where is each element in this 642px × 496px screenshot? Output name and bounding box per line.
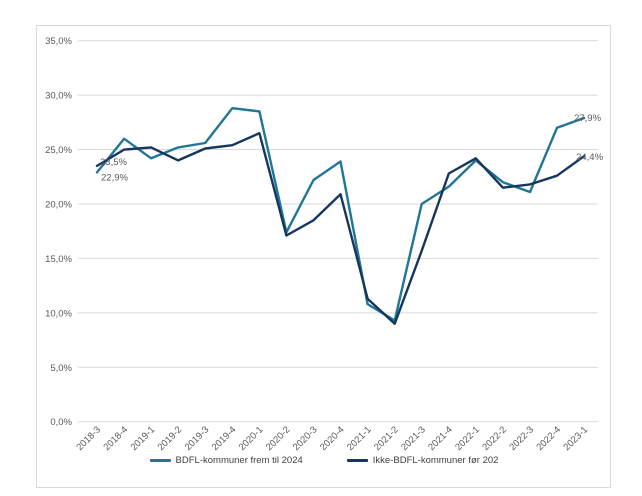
x-tick-label: 2022-4 <box>534 424 563 453</box>
legend-item-ikke-bdfl: Ikke-BDFL-kommuner før 202 <box>346 455 499 466</box>
y-tick-label: 30,0% <box>45 91 72 102</box>
x-tick-label: 2020-4 <box>318 424 347 453</box>
x-tick-label: 2021-4 <box>426 424 455 453</box>
x-tick-label: 2019-4 <box>210 424 239 453</box>
x-tick-label: 2019-1 <box>129 424 158 453</box>
legend-line-swatch-bdfl <box>149 459 171 462</box>
x-tick-label: 2018-4 <box>101 424 130 453</box>
x-tick-label: 2019-2 <box>156 424 185 453</box>
chart-frame <box>36 25 611 488</box>
legend-line-swatch-ikke-bdfl <box>346 459 368 462</box>
x-tick-label: 2020-3 <box>291 424 320 453</box>
y-tick-label: 0,0% <box>50 417 72 428</box>
x-tick-label: 2022-2 <box>480 424 509 453</box>
legend-item-bdfl: BDFL-kommuner frem til 2024 <box>149 455 303 466</box>
x-tick-label: 2022-1 <box>453 424 482 453</box>
y-tick-label: 10,0% <box>45 308 72 319</box>
x-tick-label: 2023-1 <box>561 424 590 453</box>
y-tick-label: 15,0% <box>45 254 72 265</box>
x-tick-label: 2018-3 <box>74 424 103 453</box>
x-tick-label: 2021-3 <box>399 424 428 453</box>
legend-label-bdfl: BDFL-kommuner frem til 2024 <box>175 455 303 466</box>
y-tick-label: 35,0% <box>45 36 72 47</box>
chart-legend: BDFL-kommuner frem til 2024 Ikke-BDFL-ko… <box>37 455 611 466</box>
data-label: 23,5% <box>100 157 127 168</box>
x-tick-label: 2019-3 <box>183 424 212 453</box>
data-label: 27,9% <box>574 113 601 124</box>
y-tick-label: 5,0% <box>50 363 72 374</box>
y-tick-label: 25,0% <box>45 145 72 156</box>
x-tick-label: 2022-3 <box>507 424 536 453</box>
x-tick-label: 2020-1 <box>237 424 266 453</box>
x-tick-label: 2021-2 <box>372 424 401 453</box>
x-tick-label: 2021-1 <box>345 424 374 453</box>
series-line-bdfl <box>95 106 586 322</box>
y-tick-label: 20,0% <box>45 199 72 210</box>
data-label: 22,9% <box>101 172 128 183</box>
data-label: 24,4% <box>576 152 603 163</box>
series-line-ikke-bdfl <box>95 131 586 325</box>
x-tick-label: 2020-2 <box>264 424 293 453</box>
legend-label-ikke-bdfl: Ikke-BDFL-kommuner før 202 <box>372 455 499 466</box>
